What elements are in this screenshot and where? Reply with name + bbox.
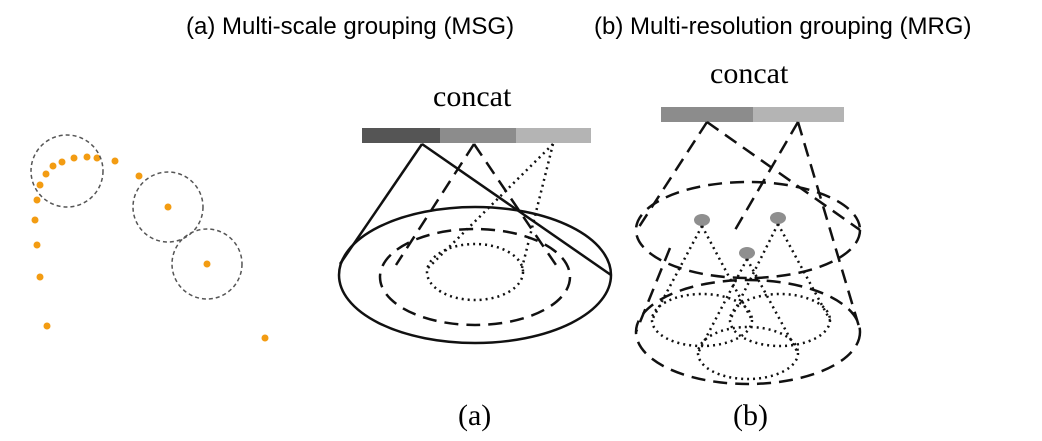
mrg-centroid <box>770 212 786 224</box>
point <box>33 196 41 204</box>
mrg-concat-label: concat <box>710 57 789 90</box>
point <box>70 154 78 162</box>
grouping-circle <box>132 171 204 243</box>
mrg-dashed-line <box>635 121 709 231</box>
msg-solid-line <box>421 142 612 277</box>
point <box>43 322 51 330</box>
msg-inner-scale <box>425 242 525 302</box>
grouping-circle <box>30 134 104 208</box>
mrg-subregion <box>728 292 832 348</box>
msg-solid-line <box>338 143 424 265</box>
point <box>36 273 44 281</box>
mrg-upper-level <box>634 180 862 280</box>
mrg-dashed-line <box>733 121 800 231</box>
mrg-panel: concat <box>634 57 862 432</box>
mrg-subregion <box>696 325 800 381</box>
point <box>58 158 66 166</box>
mrg-upper-region <box>634 180 862 280</box>
mrg-bar-segment-light <box>753 107 844 122</box>
msg-panel: concat (a) <box>337 80 613 432</box>
point <box>93 154 101 162</box>
msg-concat-bar <box>362 128 591 143</box>
point <box>31 216 39 224</box>
point <box>164 203 172 211</box>
mrg-dashed-connectors <box>634 120 862 333</box>
msg-bar-segment-mid <box>440 128 516 143</box>
point <box>111 157 119 165</box>
point <box>203 260 211 268</box>
point <box>33 241 41 249</box>
msg-bar-segment-light <box>516 128 591 143</box>
mrg-centroid <box>694 214 710 226</box>
point-cloud-illustration <box>30 134 269 342</box>
msg-dotted-line <box>520 143 555 269</box>
point <box>135 172 143 180</box>
mrg-dotted-line <box>776 223 832 321</box>
msg-concat-label: concat <box>433 80 512 113</box>
mrg-dotted-line <box>700 225 754 321</box>
msg-dashed-line <box>394 143 476 266</box>
point <box>49 162 57 170</box>
mrg-centroid <box>739 247 755 259</box>
mrg-concat-bar <box>661 107 844 122</box>
point <box>261 334 269 342</box>
mrg-dashed-line <box>706 120 861 232</box>
mrg-dotted-connectors <box>650 223 832 354</box>
msg-scale-ellipses <box>337 205 613 345</box>
mrg-dotted-line <box>696 258 749 354</box>
msg-caption: (a) <box>458 399 491 432</box>
mrg-title: (b) Multi-resolution grouping (MRG) <box>594 13 971 40</box>
msg-middle-scale <box>378 227 572 327</box>
point <box>36 181 44 189</box>
point <box>83 153 91 161</box>
mrg-lower-level <box>634 278 862 386</box>
mrg-bar-segment-mid <box>661 107 753 122</box>
mrg-dashed-line <box>634 247 672 333</box>
msg-connector-lines <box>338 142 612 277</box>
msg-bar-segment-dark <box>362 128 440 143</box>
mrg-dotted-line <box>728 223 780 321</box>
msg-dashed-line <box>472 143 558 266</box>
msg-title: (a) Multi-scale grouping (MSG) <box>186 13 514 40</box>
point <box>42 170 50 178</box>
mrg-subregion <box>650 292 754 348</box>
mrg-dashed-line <box>796 121 862 331</box>
grouping-circles <box>30 134 243 300</box>
mrg-caption: (b) <box>733 399 768 432</box>
point-cloud <box>31 153 269 342</box>
grouping-circle <box>171 228 243 300</box>
